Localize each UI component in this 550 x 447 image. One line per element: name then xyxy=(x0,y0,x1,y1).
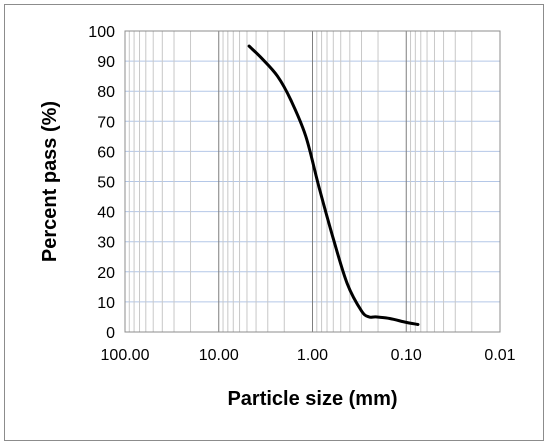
y-tick-label: 30 xyxy=(97,235,115,252)
y-tick-label: 10 xyxy=(97,295,115,312)
gradation-curve xyxy=(247,44,420,326)
x-axis-title: Particle size (mm) xyxy=(227,388,397,410)
x-tick-label: 1.00 xyxy=(297,347,328,364)
x-tick-label: 0.10 xyxy=(391,347,422,364)
chart-frame xyxy=(4,4,544,441)
y-tick-label: 50 xyxy=(97,175,115,192)
y-tick-label: 90 xyxy=(97,54,115,71)
gridlines xyxy=(125,30,501,333)
y-tick-label: 80 xyxy=(97,84,115,101)
y-tick-label: 100 xyxy=(88,24,115,41)
y-axis-title: Percent pass (%) xyxy=(39,101,61,262)
x-tick-label: 0.01 xyxy=(484,347,515,364)
y-tick-label: 0 xyxy=(106,325,115,342)
series-layer xyxy=(247,44,420,326)
y-tick-label: 20 xyxy=(97,265,115,282)
x-tick-label: 10.00 xyxy=(199,347,239,364)
tick-labels: 0 10 20 30 40 50 60 70 80 90 100 100.00 10.00 1.00 0.1… xyxy=(88,24,515,364)
y-tick-label: 70 xyxy=(97,114,115,131)
y-tick-label: 40 xyxy=(97,205,115,222)
y-tick-label: 60 xyxy=(97,144,115,161)
plot-area xyxy=(124,30,501,333)
x-tick-label: 100.00 xyxy=(101,347,150,364)
